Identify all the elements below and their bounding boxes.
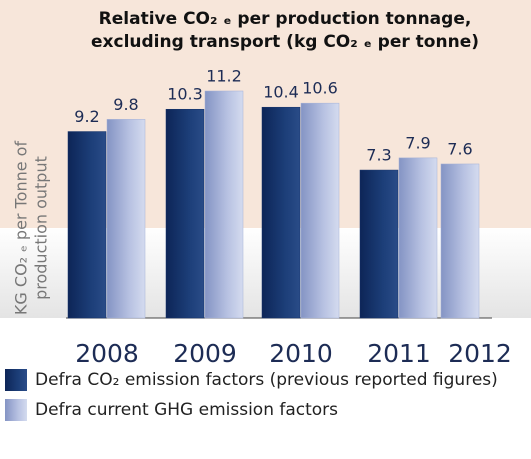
legend-label: Defra current GHG emission factors <box>35 400 338 420</box>
data-label: 10.4 <box>263 83 299 102</box>
bar <box>440 163 480 319</box>
bar <box>67 131 107 319</box>
data-label: 7.6 <box>447 139 472 158</box>
y-axis-label: KG CO₂ ₑ per Tonne of <box>12 141 31 316</box>
x-tick-label: 2011 <box>367 339 431 368</box>
legend-swatch <box>5 399 27 421</box>
data-label: 9.8 <box>113 95 138 114</box>
bar <box>261 106 301 319</box>
chart-title: excluding transport (kg CO₂ ₑ per tonne) <box>91 32 479 52</box>
y-axis-label: production output <box>32 156 51 300</box>
bar <box>398 157 438 319</box>
x-tick-label: 2010 <box>269 339 333 368</box>
data-label: 11.2 <box>206 67 242 86</box>
bar <box>359 169 399 319</box>
x-tick-label: 2012 <box>448 339 512 368</box>
x-tick-label: 2008 <box>75 339 139 368</box>
bar <box>106 119 146 319</box>
data-label: 10.3 <box>167 85 203 104</box>
legend-label: Defra CO₂ emission factors (previous rep… <box>35 370 498 390</box>
bar <box>204 90 244 319</box>
bar <box>300 102 340 319</box>
data-label: 7.3 <box>366 146 391 165</box>
legend-swatch <box>5 369 27 391</box>
data-label: 10.6 <box>302 79 338 98</box>
data-label: 9.2 <box>74 107 99 126</box>
bar <box>165 108 205 319</box>
x-tick-label: 2009 <box>173 339 237 368</box>
chart-title: Relative CO₂ ₑ per production tonnage, <box>99 9 472 29</box>
data-label: 7.9 <box>405 133 430 152</box>
